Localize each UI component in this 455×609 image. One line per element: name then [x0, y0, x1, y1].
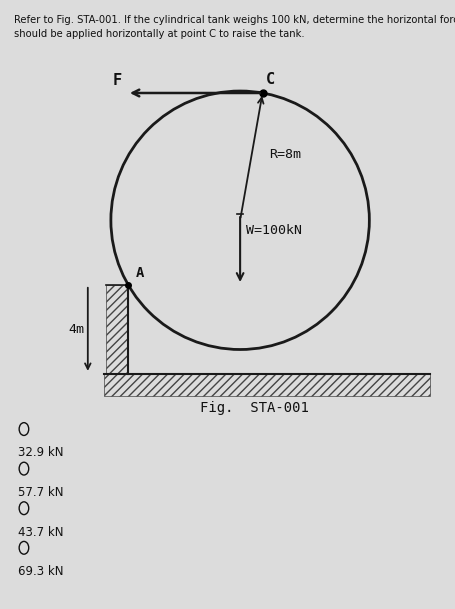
Text: Refer to Fig. STA-001. If the cylindrical tank weighs 100 kN, determine the hori: Refer to Fig. STA-001. If the cylindrica… — [14, 15, 455, 25]
Text: R=8m: R=8m — [269, 148, 301, 161]
Text: 57.7 kN: 57.7 kN — [18, 486, 64, 499]
Bar — [104, 374, 429, 396]
Text: 43.7 kN: 43.7 kN — [18, 526, 64, 538]
Text: 32.9 kN: 32.9 kN — [18, 446, 64, 459]
Bar — [106, 285, 128, 374]
Text: 69.3 kN: 69.3 kN — [18, 565, 64, 578]
Text: C: C — [265, 72, 274, 87]
Text: F: F — [112, 73, 121, 88]
Text: Fig.  STA-001: Fig. STA-001 — [200, 401, 308, 415]
Text: A: A — [135, 266, 143, 280]
Text: 4m: 4m — [68, 323, 84, 336]
Text: should be applied horizontally at point C to raise the tank.: should be applied horizontally at point … — [14, 29, 303, 39]
Text: W=100kN: W=100kN — [246, 224, 302, 237]
